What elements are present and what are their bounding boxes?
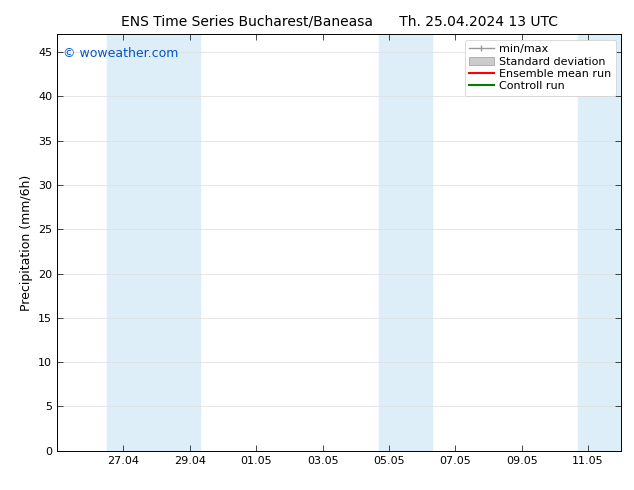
Bar bbox=[107, 34, 200, 451]
Bar bbox=[379, 34, 432, 451]
Bar bbox=[578, 34, 621, 451]
Y-axis label: Precipitation (mm/6h): Precipitation (mm/6h) bbox=[20, 174, 32, 311]
Text: © woweather.com: © woweather.com bbox=[63, 47, 178, 60]
Title: ENS Time Series Bucharest/Baneasa      Th. 25.04.2024 13 UTC: ENS Time Series Bucharest/Baneasa Th. 25… bbox=[120, 15, 558, 29]
Legend: min/max, Standard deviation, Ensemble mean run, Controll run: min/max, Standard deviation, Ensemble me… bbox=[465, 40, 616, 96]
